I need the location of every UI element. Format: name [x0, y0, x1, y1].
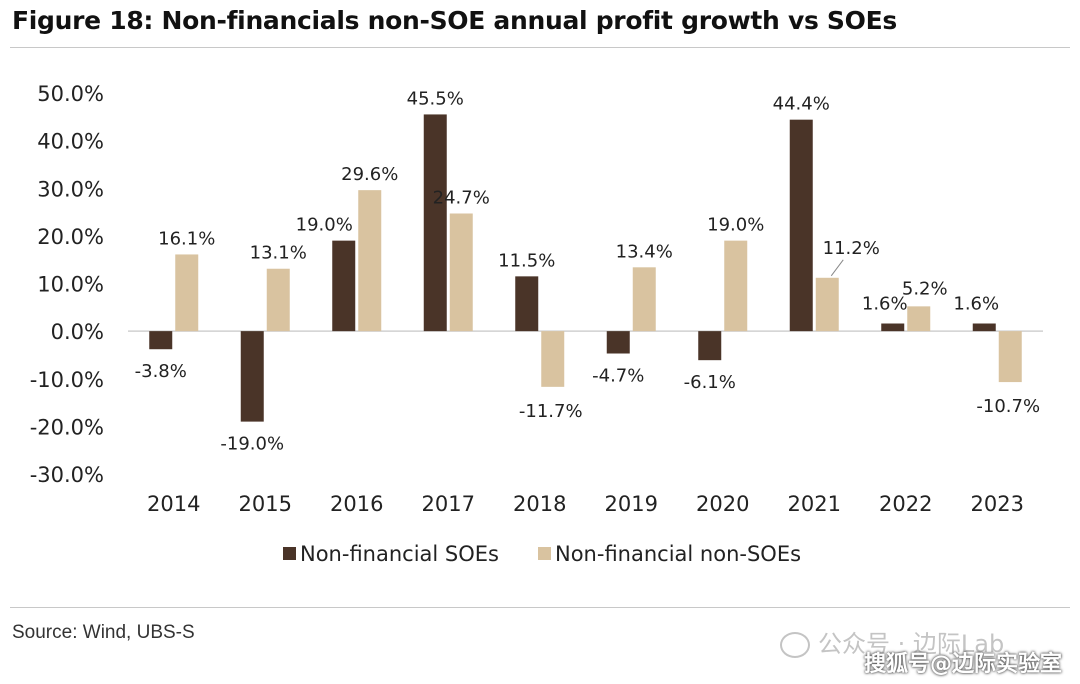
bar-soe-2015 [240, 331, 264, 422]
source-note: Source: Wind, UBS-S [12, 622, 195, 643]
bar-non-soe-2016 [358, 190, 382, 332]
bar-non-soe-2015 [266, 268, 290, 332]
x-tick-label-2018: 2018 [513, 492, 566, 516]
y-tick-label: 40.0% [37, 130, 104, 154]
bar-soe-2019 [606, 331, 630, 354]
legend-label-soe: Non-financial SOEs [300, 542, 499, 566]
footer-divider [10, 607, 1070, 608]
watermark-wechat: 公众号 · 边际Lab [780, 624, 1004, 659]
data-label-non-soe-2019: 13.4% [616, 241, 673, 262]
y-tick-label: -20.0% [30, 415, 104, 439]
x-tick-label-2014: 2014 [147, 492, 200, 516]
bar-chart: 50.0% 40.0% 30.0% 20.0% 10.0% 0.0% -10.0% -20.0… [30, 82, 1043, 566]
data-label-soe-2022: 1.6% [862, 294, 908, 315]
watermark-line1: 公众号 · 边际Lab [818, 630, 1005, 658]
bar-soe-2023 [972, 323, 996, 332]
y-tick-label: 50.0% [37, 82, 104, 106]
data-label-soe-2014: -3.8% [135, 361, 187, 382]
bar-non-soe-2023 [998, 331, 1022, 383]
wechat-icon [780, 632, 810, 658]
bar-soe-2014 [149, 331, 173, 350]
y-tick-label: 10.0% [37, 273, 104, 297]
data-label-non-soe-2020: 19.0% [707, 215, 764, 236]
bar-soe-2022 [881, 323, 905, 332]
data-label-non-soe-2022: 5.2% [902, 278, 948, 299]
bar-soe-2021 [789, 119, 813, 332]
bar-non-soe-2017 [449, 213, 473, 332]
bar-soe-2020 [698, 331, 722, 361]
bar-soe-2016 [332, 240, 356, 332]
x-tick-label-2020: 2020 [696, 492, 749, 516]
x-tick-label-2017: 2017 [422, 492, 475, 516]
x-tick-label-2015: 2015 [239, 492, 292, 516]
data-label-non-soe-2014: 16.1% [158, 228, 215, 249]
y-tick-label: 0.0% [51, 320, 104, 344]
x-tick-label-2016: 2016 [330, 492, 383, 516]
bar-soe-2018 [515, 276, 539, 332]
legend-swatch-non-soe [538, 547, 551, 560]
title-divider [10, 47, 1070, 48]
bar-non-soe-2020 [724, 240, 748, 332]
data-label-non-soe-2021: 11.2% [823, 238, 880, 259]
data-label-non-soe-2023: -10.7% [976, 396, 1040, 417]
data-label-non-soe-2016: 29.6% [341, 164, 398, 185]
y-tick-label: -30.0% [30, 463, 104, 487]
bar-non-soe-2019 [632, 267, 656, 332]
data-label-soe-2020: -6.1% [684, 372, 736, 393]
bar-non-soe-2021 [815, 277, 839, 332]
y-tick-label: 20.0% [37, 225, 104, 249]
chart-title: Figure 18: Non-financials non-SOE annual… [12, 6, 897, 35]
data-label-soe-2016: 19.0% [296, 215, 353, 236]
data-label-non-soe-2017: 24.7% [433, 187, 490, 208]
x-tick-label-2021: 2021 [788, 492, 841, 516]
legend-label-non-soe: Non-financial non-SOEs [555, 542, 801, 566]
data-label-non-soe-2015: 13.1% [250, 243, 307, 264]
legend-swatch-soe [283, 547, 296, 560]
bar-non-soe-2018 [541, 331, 565, 387]
data-label-soe-2018: 11.5% [498, 250, 555, 271]
data-label-non-soe-2018: -11.7% [519, 401, 583, 422]
x-tick-label-2019: 2019 [605, 492, 658, 516]
y-tick-label: -10.0% [30, 368, 104, 392]
data-label-soe-2015: -19.0% [220, 434, 284, 455]
data-label-soe-2021: 44.4% [773, 94, 830, 115]
data-label-soe-2017: 45.5% [407, 88, 464, 109]
leader-line-2021 [830, 259, 844, 277]
watermark-sohu: 搜狐号@边际实验室 [864, 652, 1063, 677]
x-tick-label-2022: 2022 [879, 492, 932, 516]
data-label-soe-2023: 1.6% [953, 294, 999, 315]
bar-soe-2017 [423, 114, 447, 332]
x-tick-label-2023: 2023 [971, 492, 1024, 516]
bar-non-soe-2022 [907, 306, 931, 332]
bar-non-soe-2014 [175, 254, 199, 332]
data-label-soe-2019: -4.7% [592, 366, 644, 387]
y-tick-label: 30.0% [37, 177, 104, 201]
